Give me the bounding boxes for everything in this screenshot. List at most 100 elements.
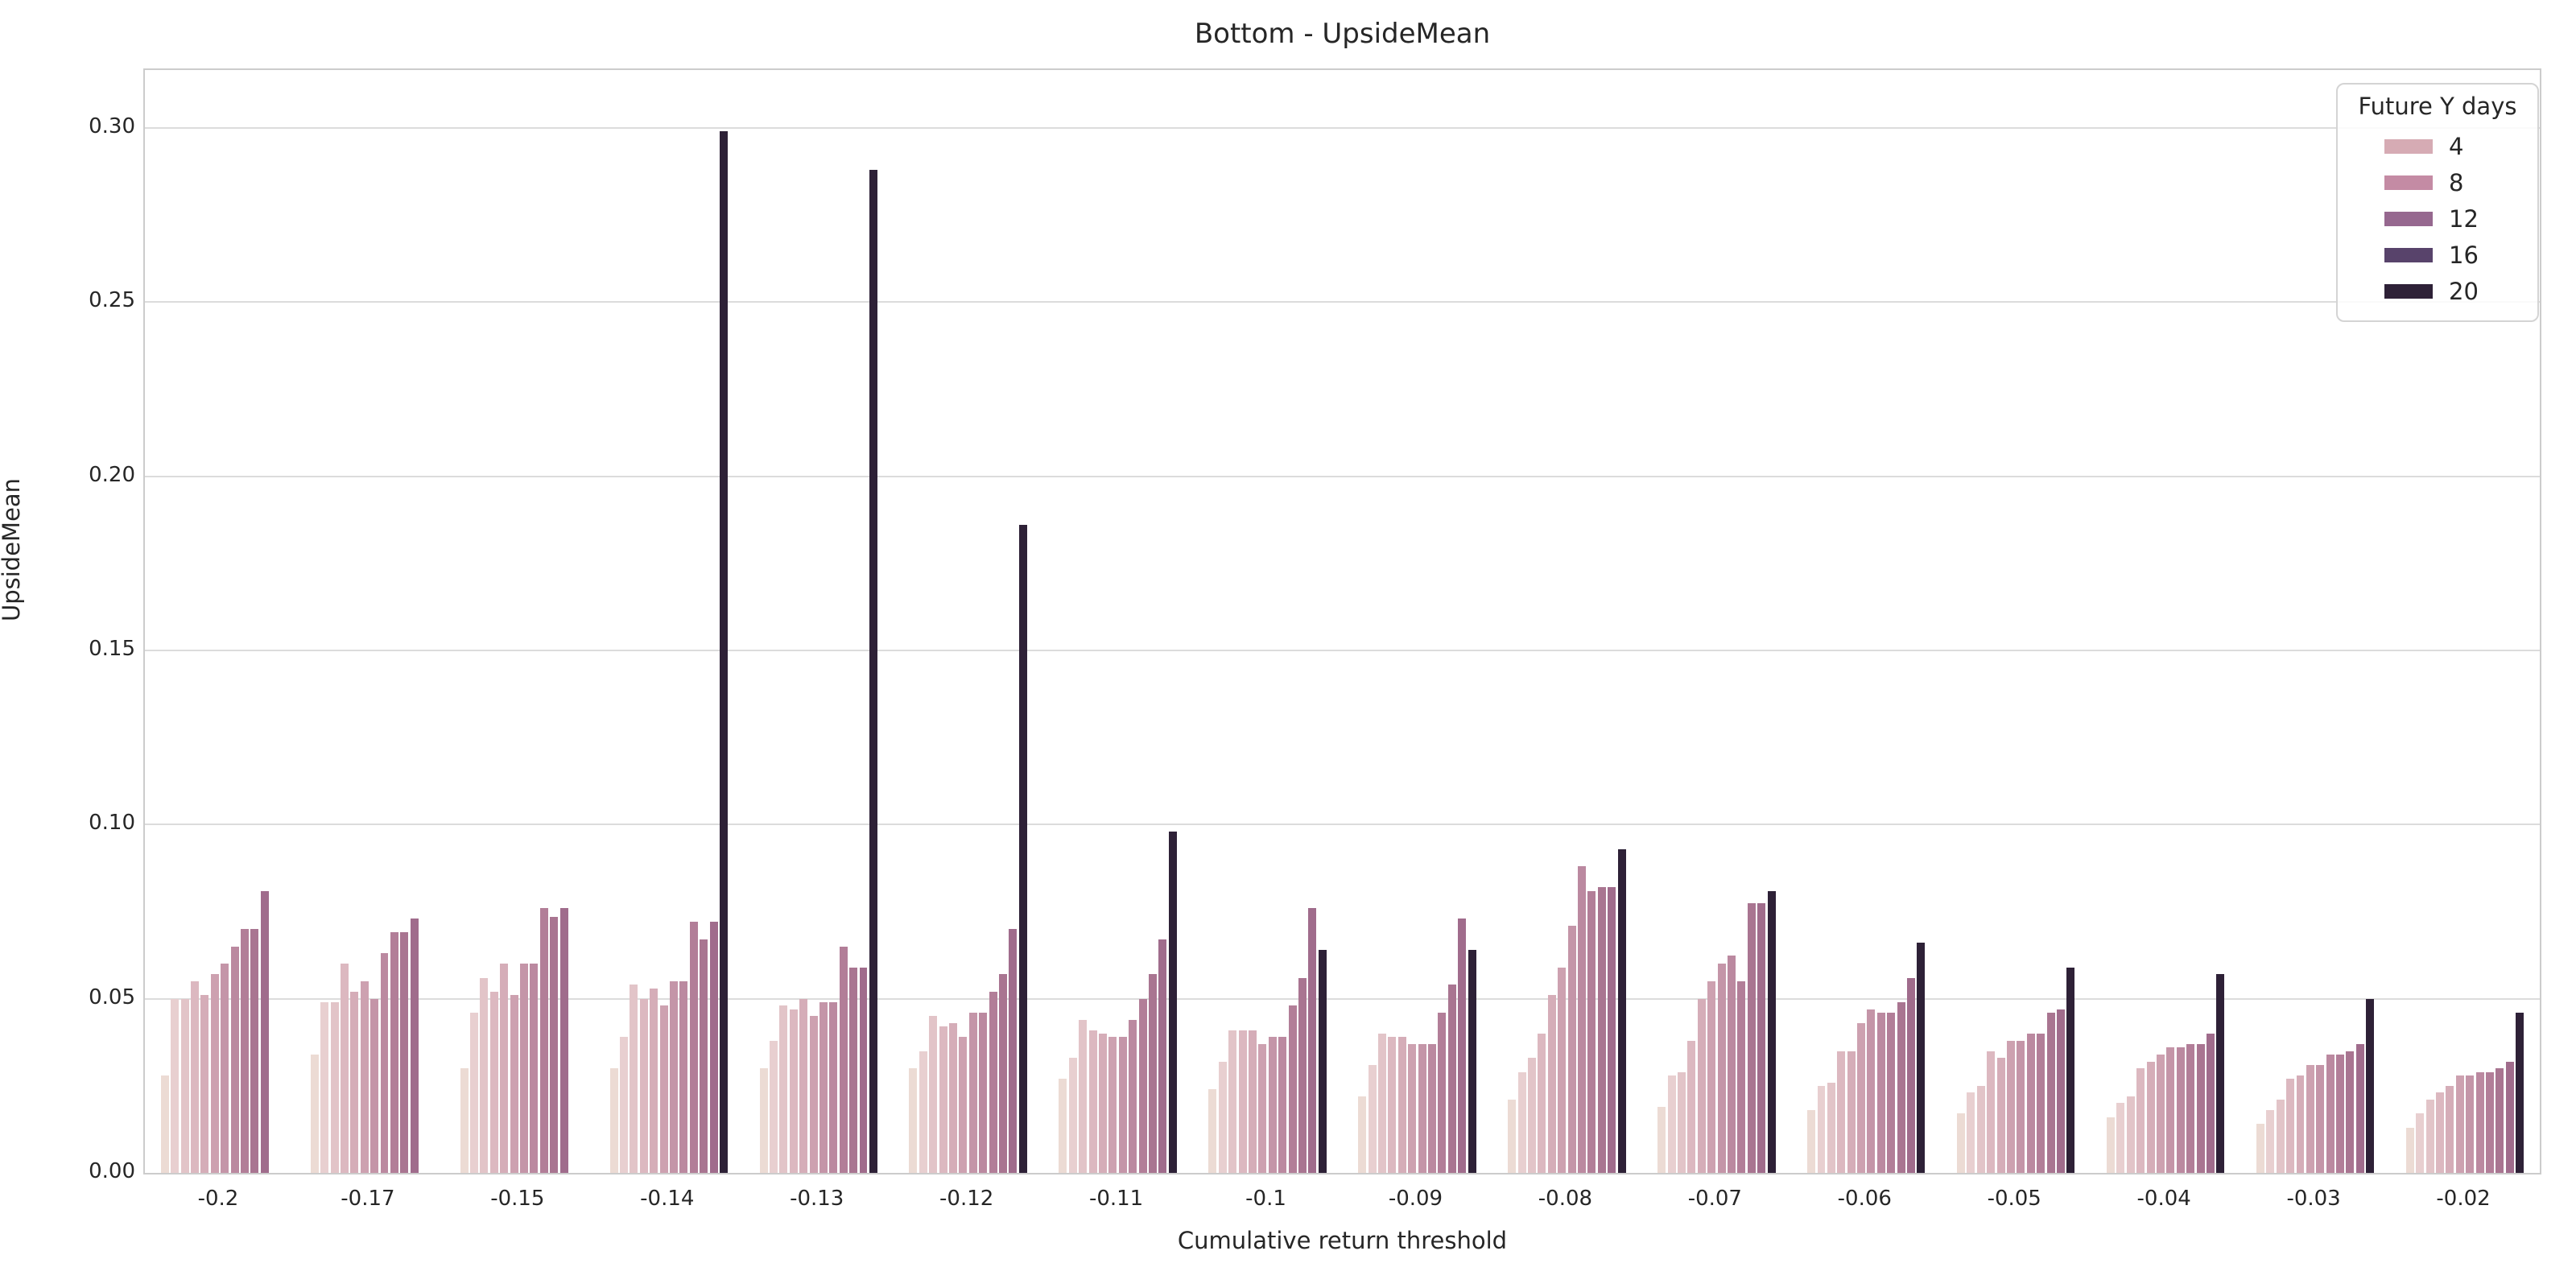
bar--0.13-slot6 — [809, 1016, 818, 1173]
bar--0.12-slot2 — [919, 1051, 927, 1173]
bar--0.1-slot3 — [1228, 1030, 1237, 1173]
bar--0.05-slot6 — [2007, 1040, 2015, 1173]
bar--0.14-slot4 — [639, 998, 648, 1173]
bar--0.14-slot12 — [719, 131, 728, 1173]
bar--0.06-slot6 — [1857, 1022, 1866, 1173]
bar--0.05-slot4 — [1987, 1051, 1996, 1173]
bar--0.12-slot10 — [999, 974, 1008, 1173]
bar--0.17-slot2 — [320, 1001, 329, 1173]
bar--0.17-slot9 — [390, 932, 398, 1173]
bar--0.1-slot11 — [1308, 908, 1317, 1173]
bar--0.12-slot6 — [959, 1037, 968, 1173]
bar--0.14-slot11 — [709, 922, 718, 1173]
bar--0.06-slot3 — [1827, 1082, 1835, 1173]
y-tick-label: 0.05 — [89, 985, 135, 1009]
bar--0.05-slot8 — [2026, 1033, 2035, 1173]
bar--0.05-slot2 — [1967, 1092, 1975, 1173]
legend-entries: 4 8 12 16 20 — [2338, 128, 2537, 309]
bar--0.15-slot2 — [470, 1012, 479, 1173]
bar--0.1-slot1 — [1208, 1089, 1217, 1173]
bar--0.04-slot8 — [2176, 1047, 2185, 1173]
bar--0.1-slot7 — [1268, 1037, 1277, 1173]
bar--0.09-slot7 — [1418, 1043, 1426, 1173]
bar--0.08-slot3 — [1528, 1058, 1536, 1173]
gridline — [145, 997, 2540, 1000]
bar--0.09-slot8 — [1428, 1043, 1437, 1173]
bar--0.11-slot7 — [1118, 1037, 1127, 1173]
bar--0.11-slot11 — [1158, 939, 1167, 1173]
bar--0.07-slot11 — [1757, 902, 1766, 1173]
bar--0.13-slot10 — [849, 967, 858, 1173]
bar--0.11-slot4 — [1088, 1030, 1097, 1173]
legend-swatch-icon — [2384, 138, 2433, 154]
bar--0.03-slot10 — [2346, 1051, 2355, 1173]
bar--0.06-slot1 — [1807, 1110, 1816, 1173]
gridline — [145, 475, 2540, 477]
bar--0.1-slot6 — [1258, 1043, 1267, 1173]
bar--0.12-slot12 — [1018, 525, 1027, 1173]
bar--0.08-slot9 — [1587, 890, 1596, 1173]
bar--0.14-slot6 — [659, 1005, 668, 1173]
legend-entry-label: 12 — [2449, 204, 2479, 233]
bar--0.02-slot3 — [2425, 1100, 2434, 1173]
y-axis-label: UpsideMean — [0, 477, 25, 621]
x-tick-label: -0.14 — [640, 1187, 695, 1211]
bar--0.04-slot2 — [2116, 1103, 2125, 1173]
bar--0.12-slot9 — [989, 991, 997, 1173]
bar--0.11-slot6 — [1108, 1037, 1117, 1173]
bar--0.12-slot8 — [979, 1012, 988, 1173]
legend-entry-4: 4 — [2338, 128, 2537, 164]
bar--0.02-slot11 — [2505, 1061, 2514, 1173]
y-tick-label: 0.15 — [89, 636, 135, 661]
gridline — [145, 824, 2540, 826]
bar--0.02-slot12 — [2516, 1012, 2524, 1173]
bar--0.07-slot5 — [1697, 998, 1706, 1173]
x-axis-label: Cumulative return threshold — [1177, 1227, 1508, 1254]
bar--0.15-slot1 — [460, 1068, 469, 1173]
bar--0.07-slot6 — [1707, 981, 1716, 1173]
bar--0.2-slot5 — [200, 995, 209, 1173]
legend-entry-label: 20 — [2449, 277, 2479, 305]
bar--0.03-slot11 — [2355, 1043, 2364, 1173]
bar--0.08-slot5 — [1547, 995, 1556, 1173]
bar--0.15-slot4 — [489, 991, 498, 1173]
bar--0.17-slot6 — [360, 981, 369, 1173]
bar--0.08-slot4 — [1538, 1033, 1546, 1173]
legend-swatch-icon — [2384, 175, 2433, 190]
y-tick-label: 0.10 — [89, 811, 135, 836]
bar--0.17-slot11 — [410, 919, 419, 1173]
bar--0.12-slot5 — [949, 1022, 958, 1173]
bar--0.2-slot7 — [221, 964, 229, 1173]
bar--0.12-slot7 — [968, 1012, 977, 1173]
bar--0.1-slot8 — [1278, 1037, 1287, 1173]
bar--0.14-slot5 — [650, 988, 658, 1173]
bar--0.07-slot3 — [1677, 1071, 1686, 1173]
bar--0.06-slot11 — [1907, 977, 1916, 1173]
bar--0.05-slot7 — [2017, 1040, 2025, 1173]
bar--0.07-slot2 — [1667, 1075, 1676, 1173]
x-tick-label: -0.02 — [2436, 1187, 2491, 1211]
bar--0.09-slot11 — [1458, 919, 1467, 1173]
bar--0.2-slot10 — [250, 929, 259, 1173]
bar--0.04-slot10 — [2196, 1043, 2205, 1173]
bar--0.08-slot12 — [1617, 848, 1626, 1173]
bar--0.11-slot8 — [1129, 1019, 1137, 1173]
bar--0.2-slot11 — [260, 890, 269, 1173]
bar--0.2-slot3 — [180, 998, 189, 1173]
bar--0.09-slot2 — [1368, 1064, 1377, 1173]
x-tick-label: -0.15 — [490, 1187, 545, 1211]
bar--0.04-slot4 — [2136, 1068, 2145, 1173]
bar--0.17-slot1 — [310, 1054, 319, 1173]
bar--0.04-slot1 — [2106, 1117, 2115, 1173]
x-tick-label: -0.07 — [1687, 1187, 1742, 1211]
legend: Future Y days 4 8 12 16 20 — [2336, 83, 2539, 322]
bar--0.11-slot9 — [1138, 998, 1147, 1173]
bar--0.13-slot12 — [869, 169, 877, 1173]
bar--0.11-slot5 — [1099, 1033, 1107, 1173]
bar--0.08-slot6 — [1558, 967, 1567, 1173]
bar--0.2-slot6 — [210, 974, 219, 1173]
bar--0.02-slot9 — [2486, 1071, 2494, 1173]
bar--0.07-slot4 — [1687, 1040, 1696, 1173]
bar--0.03-slot2 — [2266, 1110, 2275, 1173]
